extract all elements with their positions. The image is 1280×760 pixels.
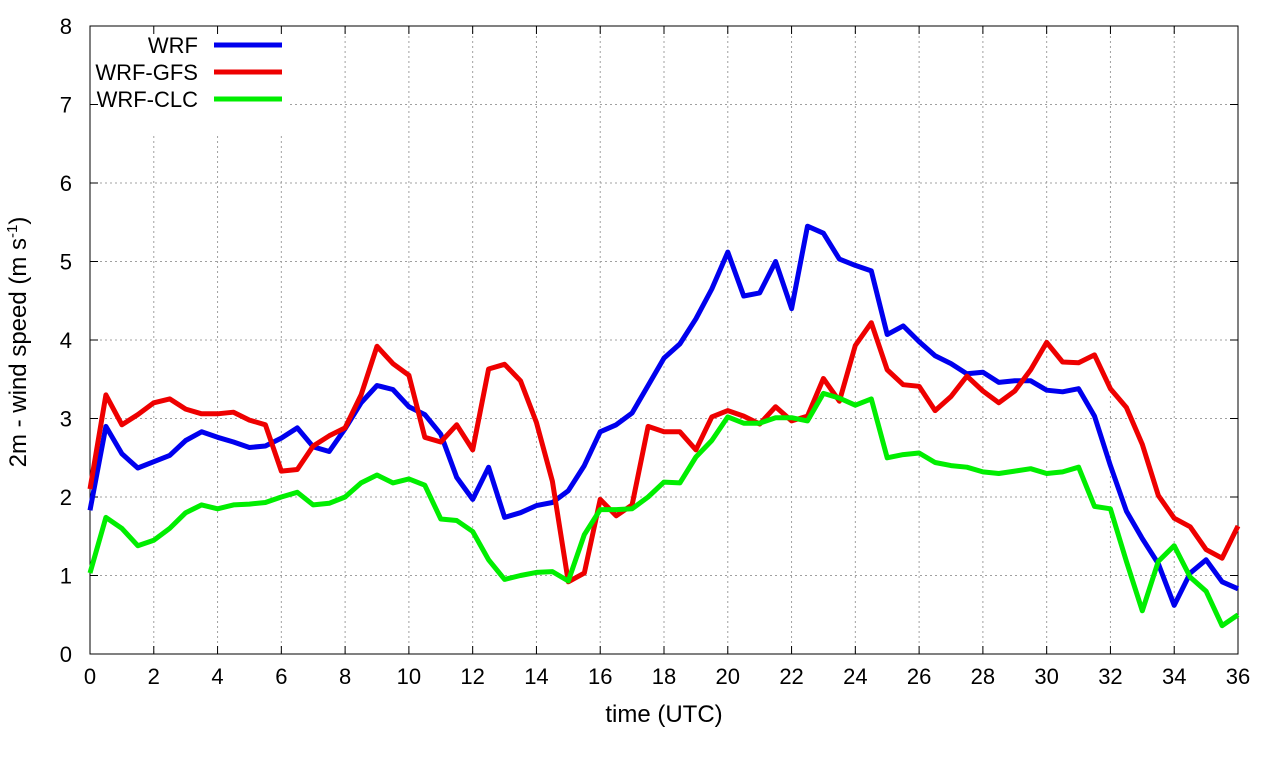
y-tick-label: 3: [60, 407, 72, 432]
x-tick-label: 30: [1034, 664, 1058, 689]
x-tick-label: 36: [1226, 664, 1250, 689]
x-tick-label: 18: [652, 664, 676, 689]
series-line-wrf-clc: [90, 393, 1238, 625]
legend-label: WRF-GFS: [95, 60, 198, 85]
x-tick-label: 24: [843, 664, 867, 689]
y-axis-title-main: 2m - wind speed (m s: [5, 238, 32, 467]
grid-lines: [90, 26, 1238, 654]
y-tick-label: 0: [60, 642, 72, 667]
x-tick-label: 26: [907, 664, 931, 689]
y-tick-label: 4: [60, 328, 72, 353]
y-axis-title-close: ): [5, 217, 32, 225]
x-tick-label: 32: [1098, 664, 1122, 689]
y-tick-label: 7: [60, 93, 72, 118]
y-tick-label: 2: [60, 485, 72, 510]
legend-label: WRF: [148, 33, 198, 58]
y-tick-label: 5: [60, 250, 72, 275]
x-tick-label: 8: [339, 664, 351, 689]
x-tick-label: 20: [716, 664, 740, 689]
y-axis-title-superscript: -1: [4, 225, 21, 238]
series-line-wrf: [90, 226, 1238, 605]
y-tick-label: 8: [60, 14, 72, 39]
x-tick-label: 28: [971, 664, 995, 689]
x-tick-label: 22: [779, 664, 803, 689]
x-tick-label: 10: [397, 664, 421, 689]
x-tick-label: 12: [460, 664, 484, 689]
y-tick-labels: 0 1 2 3 4 5 6 7 8: [60, 14, 72, 667]
x-tick-label: 2: [148, 664, 160, 689]
x-tick-labels: 0 2 4 6 8 10 12 14 16 18 20 22 24 26 28 30 32 34 36: [84, 664, 1250, 689]
y-axis-title: 2m - wind speed (m s-1): [4, 217, 32, 468]
y-tick-label: 1: [60, 564, 72, 589]
legend-label: WRF-CLC: [97, 87, 199, 112]
x-axis-title: time (UTC): [605, 701, 722, 728]
y-tick-label: 6: [60, 171, 72, 196]
x-tick-label: 0: [84, 664, 96, 689]
x-tick-label: 14: [524, 664, 548, 689]
x-tick-label: 4: [211, 664, 223, 689]
x-tick-label: 34: [1162, 664, 1186, 689]
x-tick-label: 6: [275, 664, 287, 689]
x-tick-label: 16: [588, 664, 612, 689]
